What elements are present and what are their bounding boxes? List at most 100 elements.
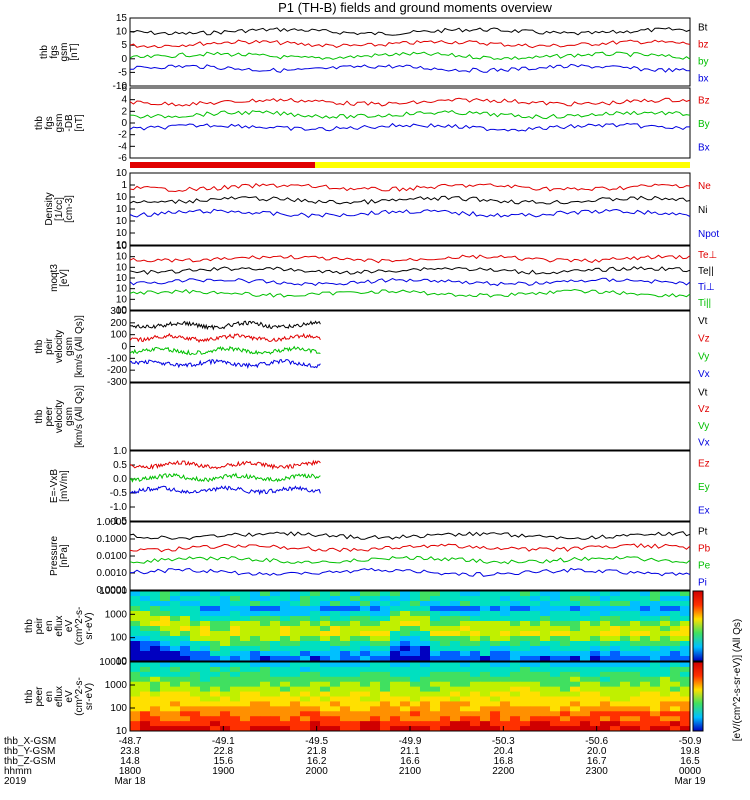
heatmap-cell	[600, 601, 611, 607]
heatmap-cell	[210, 656, 221, 662]
heatmap-cell	[370, 636, 381, 642]
heatmap-cell	[350, 626, 361, 632]
heatmap-cell	[560, 686, 571, 693]
heatmap-cell	[580, 641, 591, 647]
heatmap-cell	[490, 696, 501, 702]
heatmap-cell	[530, 601, 541, 607]
heatmap-cell	[350, 621, 361, 627]
heatmap-cell	[450, 666, 461, 673]
heatmap-cell	[170, 681, 181, 688]
heatmap-cell	[600, 636, 611, 642]
heatmap-cell	[210, 721, 221, 727]
heatmap-cell	[390, 606, 401, 612]
heatmap-cell	[660, 662, 671, 668]
heatmap-cell	[430, 651, 441, 657]
heatmap-cell	[550, 721, 561, 727]
heatmap-cell	[670, 626, 681, 632]
heatmap-cell	[530, 706, 541, 712]
heatmap-cell	[220, 591, 231, 597]
heatmap-cell	[600, 662, 611, 668]
heatmap-cell	[220, 656, 231, 662]
heatmap-cell	[320, 686, 331, 693]
heatmap-cell	[410, 671, 421, 678]
heatmap-cell	[380, 636, 391, 642]
legend-pi: Pi	[698, 578, 707, 589]
heatmap-cell	[210, 671, 221, 678]
heatmap-cell	[320, 716, 331, 722]
ylabel-line: en	[44, 691, 55, 702]
heatmap-cell	[470, 686, 481, 693]
heatmap-cell	[420, 646, 431, 652]
heatmap-cell	[290, 656, 301, 662]
heatmap-cell	[530, 691, 541, 697]
heatmap-cell	[390, 621, 401, 627]
heatmap-cell	[680, 606, 691, 612]
heatmap-cell	[450, 611, 461, 617]
heatmap-cell	[630, 641, 641, 647]
heatmap-cell	[640, 641, 651, 647]
ylabel-line: eflux	[54, 686, 65, 707]
heatmap-cell	[130, 662, 141, 668]
heatmap-cell	[320, 636, 331, 642]
ylabel-line: thb	[34, 339, 45, 353]
heatmap-cell	[600, 681, 611, 688]
heatmap-cell	[490, 651, 501, 657]
y-tick-label: -0.5	[110, 488, 128, 499]
heatmap-cell	[670, 631, 681, 637]
heatmap-cell	[400, 591, 411, 597]
heatmap-cell	[440, 606, 451, 612]
legend-pb: Pb	[698, 544, 711, 555]
heatmap-cell	[360, 631, 371, 637]
heatmap-cell	[300, 611, 311, 617]
heatmap-cell	[130, 701, 141, 707]
heatmap-cell	[250, 701, 261, 707]
heatmap-cell	[310, 706, 321, 712]
heatmap-cell	[470, 671, 481, 678]
heatmap-cell	[320, 591, 331, 597]
x-tick-label: 1800	[119, 766, 142, 777]
heatmap-cell	[540, 631, 551, 637]
heatmap-cell	[370, 686, 381, 693]
heatmap-cell	[170, 591, 181, 597]
heatmap-cell	[490, 691, 501, 697]
heatmap-cell	[190, 591, 201, 597]
heatmap-cell	[350, 691, 361, 697]
heatmap-cell	[490, 641, 501, 647]
heatmap-cell	[520, 611, 531, 617]
heatmap-cell	[280, 691, 291, 697]
heatmap-cell	[640, 651, 651, 657]
y-tick-label: 10	[116, 726, 128, 737]
heatmap-cell	[210, 711, 221, 717]
heatmap-cell	[230, 721, 241, 727]
heatmap-cell	[430, 631, 441, 637]
ylabel-line: (cm^2-s-	[74, 607, 85, 646]
heatmap-cell	[430, 676, 441, 683]
heatmap-cell	[180, 691, 191, 697]
heatmap-cell	[220, 671, 231, 678]
heatmap-cell	[260, 686, 271, 693]
heatmap-cell	[260, 606, 271, 612]
heatmap-cell	[540, 681, 551, 688]
heatmap-cell	[460, 716, 471, 722]
heatmap-cell	[280, 631, 291, 637]
heatmap-cell	[660, 646, 671, 652]
heatmap-cell	[610, 656, 621, 662]
heatmap-cell	[660, 641, 671, 647]
heatmap-cell	[630, 596, 641, 602]
heatmap-cell	[620, 631, 631, 637]
heatmap-cell	[280, 611, 291, 617]
heatmap-cell	[300, 636, 311, 642]
heatmap-cell	[680, 696, 691, 702]
heatmap-cell	[210, 636, 221, 642]
heatmap-cell	[340, 721, 351, 727]
heatmap-cell	[520, 662, 531, 668]
y-tick-label: 10	[116, 240, 128, 251]
series-ni	[129, 195, 691, 205]
heatmap-cell	[200, 711, 211, 717]
heatmap-cell	[150, 662, 161, 668]
heatmap-cell	[150, 691, 161, 697]
heatmap-cell	[280, 716, 291, 722]
heatmap-cell	[430, 711, 441, 717]
heatmap-cell	[430, 706, 441, 712]
heatmap-cell	[670, 706, 681, 712]
